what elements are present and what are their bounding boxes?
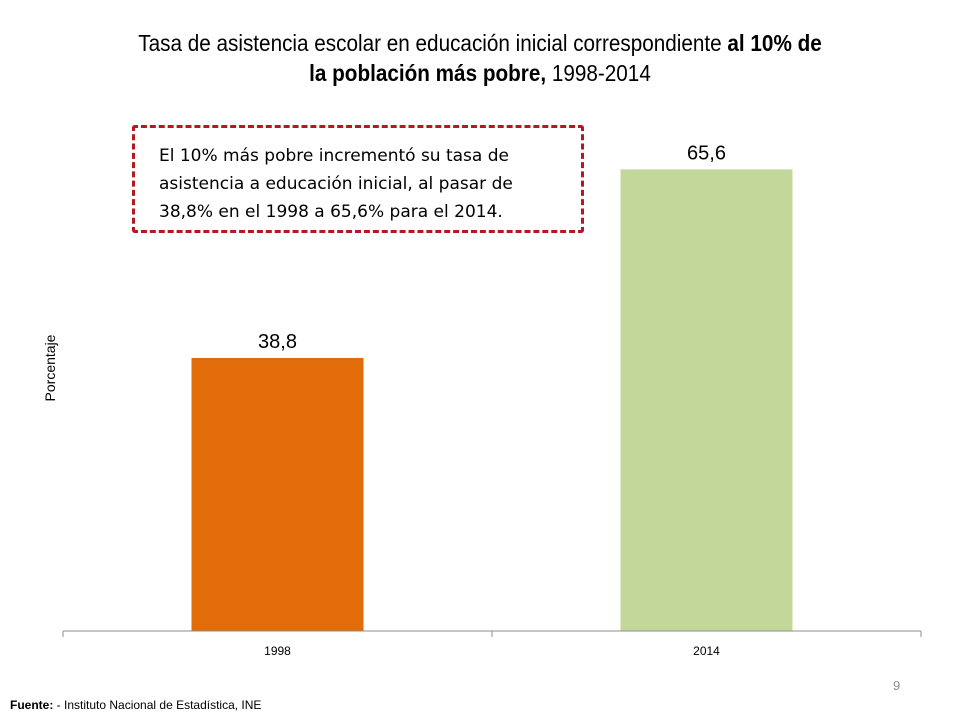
source-text: - Instituto Nacional de Estadística, INE <box>53 698 262 712</box>
title-text-1: Tasa de asistencia escolar en educación … <box>138 30 728 56</box>
page-number: 9 <box>893 678 901 693</box>
source-label: Fuente: <box>10 698 54 712</box>
x-tick-label-1998: 1998 <box>264 644 291 658</box>
source-note: Fuente: - Instituto Nacional de Estadíst… <box>10 698 261 712</box>
annotation-callout: El 10% más pobre incrementó su tasa de a… <box>132 125 584 233</box>
bar-1998 <box>191 357 364 631</box>
title-bold-2: la población más pobre, <box>309 60 547 86</box>
y-axis-label: Porcentaje <box>42 334 58 402</box>
data-label-2014: 65,6 <box>687 142 726 164</box>
title-text-2: 1998-2014 <box>546 60 651 86</box>
title-bold-1: al 10% de <box>727 30 822 56</box>
chart-title: Tasa de asistencia escolar en educación … <box>120 28 840 88</box>
data-label-1998: 38,8 <box>258 331 297 353</box>
x-tick-label-2014: 2014 <box>693 644 720 658</box>
bar-2014 <box>620 169 793 631</box>
